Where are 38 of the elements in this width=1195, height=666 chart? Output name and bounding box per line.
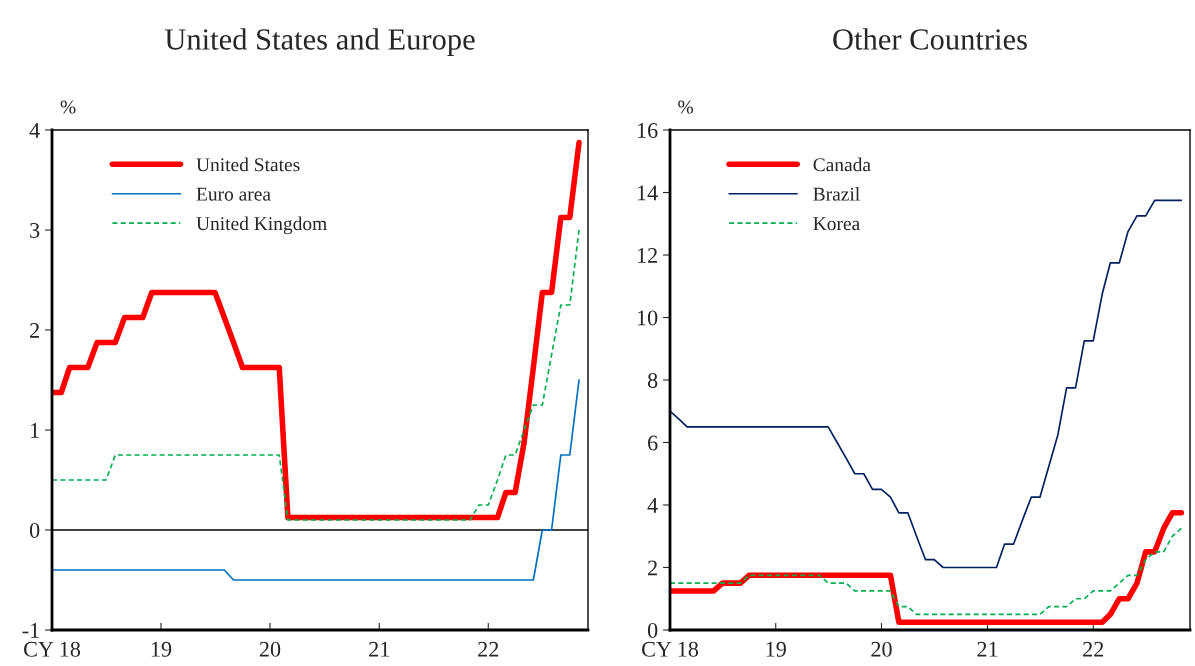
y-tick-label: 12 [637, 247, 657, 263]
y-tick-label: 6 [648, 435, 658, 451]
x-tick-label: 22 [478, 641, 499, 657]
x-tick-label: CY 18 [24, 641, 81, 657]
x-tick-label: CY 18 [642, 641, 699, 657]
y-tick-label: 16 [637, 122, 658, 138]
y-tick-label: -1 [22, 623, 39, 638]
chart-title: United States and Europe [164, 28, 475, 56]
x-tick-label: 21 [977, 641, 998, 657]
x-tick-label: 22 [1083, 641, 1104, 657]
legend-label: United States [196, 157, 300, 172]
y-tick-label: 1 [31, 423, 39, 438]
legend-label: United Kingdom [196, 216, 327, 235]
y-tick-label: 0 [647, 622, 658, 638]
y-tick-label: 10 [637, 310, 658, 326]
x-tick-label: 20 [259, 641, 281, 657]
legend-label: Korea [813, 217, 860, 231]
y-tick-label: 14 [637, 185, 658, 201]
y-tick-label: 4 [29, 123, 40, 138]
y-tick-label: 8 [647, 372, 658, 388]
y-axis-title: % [60, 100, 76, 114]
x-tick-label: 20 [871, 641, 892, 657]
chart-title: Other Countries [833, 28, 1027, 50]
line-series [670, 527, 1183, 616]
x-tick-label: 19 [766, 641, 786, 657]
legend-label: Brazil [813, 187, 860, 201]
x-tick-label: 21 [369, 641, 390, 657]
y-tick-label: 2 [648, 560, 657, 576]
y-tick-label: 3 [30, 222, 40, 238]
y-tick-label: 4 [647, 498, 658, 513]
line-series [52, 379, 580, 581]
legend-label: Canada [813, 157, 871, 172]
x-tick-label: 19 [151, 641, 172, 657]
y-axis-title: % [678, 100, 694, 114]
y-tick-label: 2 [30, 322, 39, 338]
line-series [670, 199, 1183, 569]
y-tick-label: 0 [29, 522, 40, 538]
legend-label: Euro area [196, 187, 271, 201]
